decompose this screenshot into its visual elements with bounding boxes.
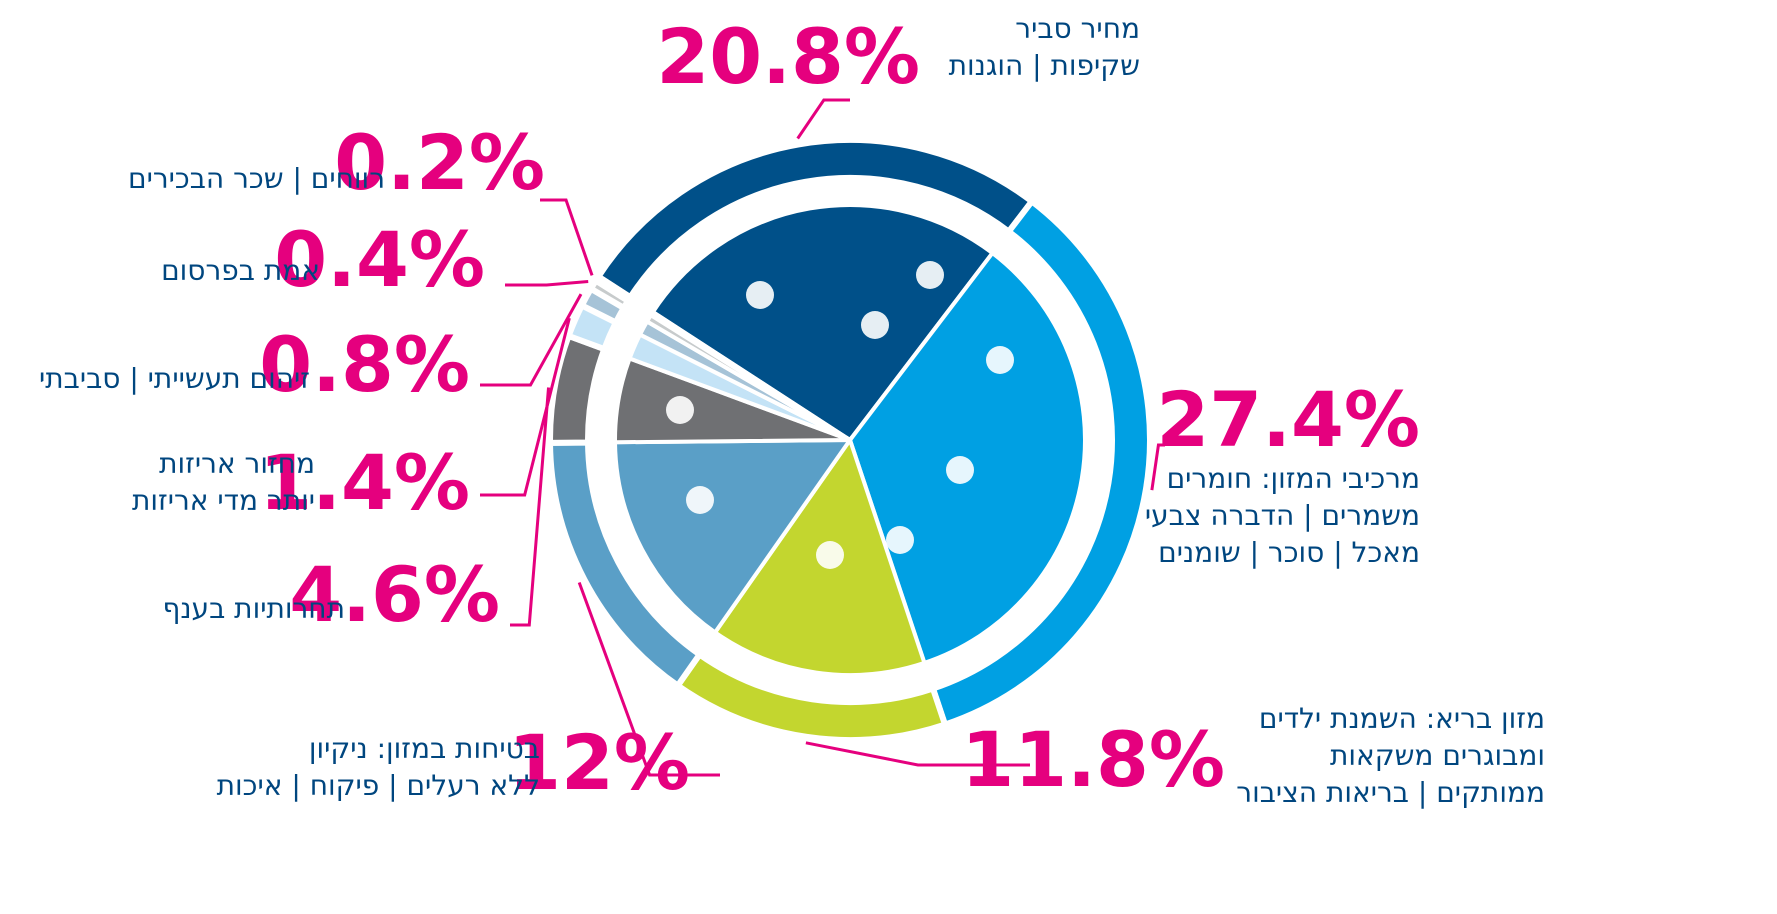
category-label: מזון בריא: השמנת ילדים (1259, 702, 1545, 735)
value-label: 20.8% (656, 12, 920, 101)
decor-dot (861, 311, 889, 339)
decor-dot (946, 456, 974, 484)
leader-line (577, 581, 720, 777)
leader-line (510, 387, 551, 627)
value-label: 1.4% (259, 438, 470, 527)
category-label: ממותקים | בריאות הציבור (1236, 776, 1545, 809)
category-label: מחיר סביר (1015, 12, 1140, 45)
pie-slice (650, 203, 996, 443)
value-label: 11.8% (961, 715, 1225, 804)
leader-line (796, 98, 850, 140)
category-label: מרכיבי המזון: חומרים (1167, 462, 1420, 495)
leader-line (540, 198, 594, 276)
decor-dot (746, 281, 774, 309)
value-label: 12% (508, 718, 690, 807)
value-label: 0.4% (274, 215, 485, 304)
value-label: 4.6% (289, 550, 500, 639)
value-label: 27.4% (1156, 375, 1420, 464)
decor-dot (886, 526, 914, 554)
category-label: שקיפות | הוגנות (949, 49, 1140, 82)
decor-dot (916, 261, 944, 289)
category-label: מאכל | סוכר | שומנים (1158, 536, 1420, 569)
value-label: 0.2% (334, 118, 545, 207)
leader-line (505, 280, 589, 287)
decor-dot (686, 486, 714, 514)
ring-segment (591, 272, 635, 305)
pie-slice (648, 309, 852, 442)
category-label: ומבוגרים משקאות (1330, 739, 1545, 772)
leader-line (480, 317, 571, 497)
value-label: 0.8% (259, 320, 470, 409)
category-label: מחזור אריזות (159, 447, 315, 480)
leader-line (805, 741, 1030, 767)
leader-line (1150, 443, 1165, 491)
decor-dot (666, 396, 694, 424)
ring-segment (547, 332, 609, 446)
category-label: יותר מדי אריזות (132, 484, 315, 517)
category-label: זיהום תעשייתי | סביבתי (39, 362, 310, 395)
category-label: ללא רעלים | פיקוח | איכות (217, 769, 540, 802)
category-label: תחרותיות בענף (162, 592, 345, 625)
leader-line (480, 293, 583, 387)
category-label: משמרים | הדברה צבעי (1145, 499, 1420, 532)
decor-dot (986, 346, 1014, 374)
category-label: רווחים | שכר הבכירים (128, 162, 385, 195)
category-label: בטיחות במזון: ניקיון (309, 732, 540, 765)
decor-dot (816, 541, 844, 569)
pie-slice (847, 250, 1087, 666)
pie-slice (612, 437, 854, 636)
category-label: אמת בפרסום (161, 254, 320, 287)
